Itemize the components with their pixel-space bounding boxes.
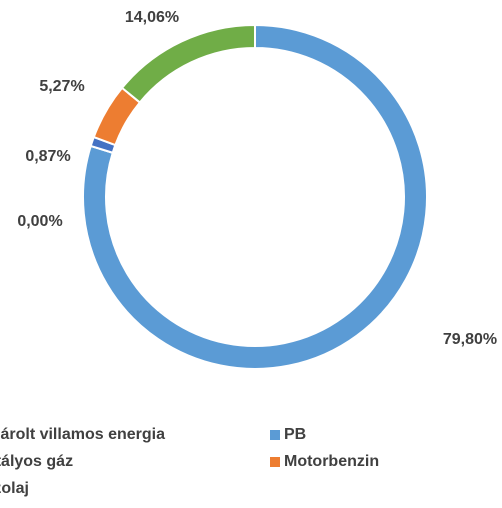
data-label: 5,27% [39, 78, 84, 95]
data-label: 0,87% [25, 148, 70, 165]
legend-label: Tartályos gáz [0, 453, 73, 470]
legend-label: PB [284, 426, 306, 443]
legend-marker [270, 430, 280, 440]
data-label: 14,06% [125, 9, 179, 26]
legend-label: Vásárolt villamos energia [0, 426, 165, 443]
slice [120, 23, 256, 104]
legend-label: Gázolaj [0, 480, 29, 497]
slice [82, 23, 428, 370]
data-label: 0,00% [17, 213, 62, 230]
data-label: 79,80% [443, 331, 497, 348]
legend-marker [270, 457, 280, 467]
legend-label: Motorbenzin [284, 453, 379, 470]
